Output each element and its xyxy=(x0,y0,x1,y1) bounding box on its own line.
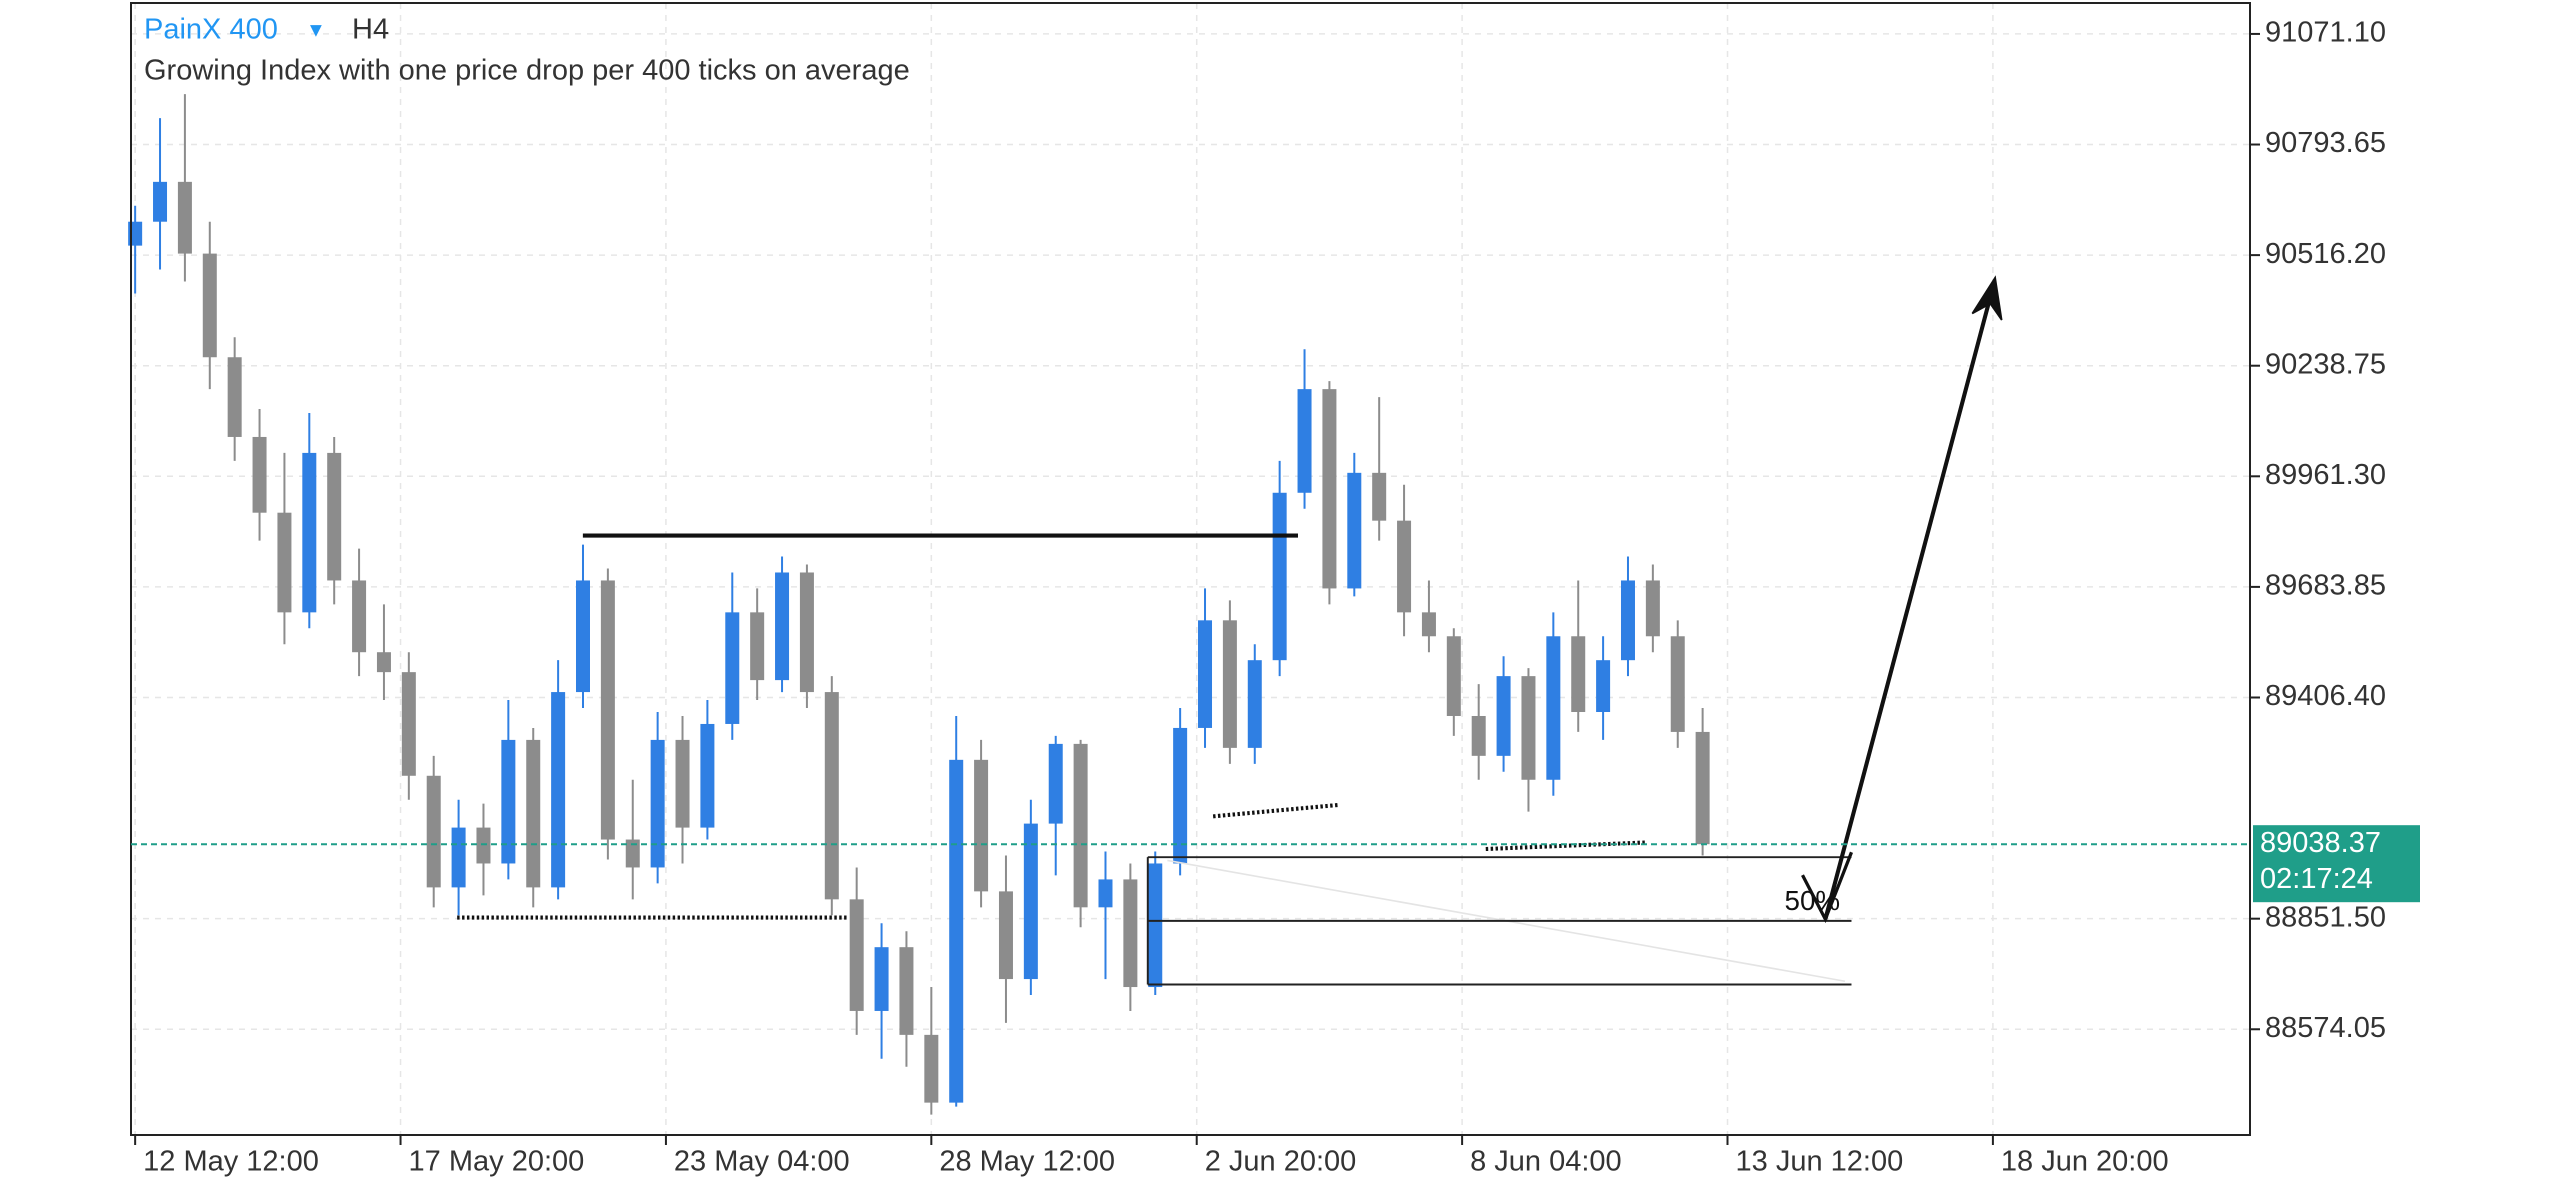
candle-body xyxy=(401,672,416,776)
candle-body xyxy=(874,947,889,1011)
candle-body xyxy=(202,253,217,358)
y-tick-label: 90238.75 xyxy=(2265,348,2386,380)
candle-body xyxy=(1073,743,1088,908)
candle-body xyxy=(1521,676,1536,780)
candle-body xyxy=(1446,636,1461,716)
candle-body xyxy=(1372,472,1387,521)
plot-border xyxy=(130,2,2251,1136)
candle-body xyxy=(849,899,864,1011)
candle-body xyxy=(650,739,665,868)
x-tick-label: 23 May 04:00 xyxy=(674,1146,850,1178)
candle-body xyxy=(700,723,715,828)
candle-body xyxy=(924,1034,939,1103)
candle-body xyxy=(899,947,914,1035)
x-tick-label: 28 May 12:00 xyxy=(939,1146,1115,1178)
candle-body xyxy=(1148,863,1163,988)
candle-body xyxy=(600,580,615,840)
x-tick-label: 18 Jun 20:00 xyxy=(2001,1146,2169,1178)
symbol-dropdown[interactable]: ▼ xyxy=(306,19,326,41)
candle-body xyxy=(1421,612,1436,637)
candle-body xyxy=(1198,620,1213,728)
arrow-head xyxy=(1971,275,2003,321)
candle-body xyxy=(1546,636,1561,780)
candle-body xyxy=(1596,660,1611,712)
candle-body xyxy=(1620,580,1635,661)
candle-body xyxy=(1272,492,1287,661)
candle-body xyxy=(974,759,989,892)
candle-body xyxy=(1247,660,1262,748)
candle-body xyxy=(451,827,466,888)
fib-label: 50% xyxy=(1785,885,1841,916)
candle-body xyxy=(1347,472,1362,589)
candle-body xyxy=(1471,715,1486,756)
candle-body xyxy=(302,452,317,613)
x-tick-label: 12 May 12:00 xyxy=(143,1146,319,1178)
candle-body xyxy=(1695,731,1710,845)
candle-body xyxy=(1397,520,1412,613)
candle-body xyxy=(501,739,516,864)
x-tick-label: 2 Jun 20:00 xyxy=(1205,1146,1357,1178)
y-tick-label: 90516.20 xyxy=(2265,238,2386,270)
subtitle: Growing Index with one price drop per 40… xyxy=(144,55,910,87)
candle-body xyxy=(1023,823,1038,980)
candle-body xyxy=(998,891,1013,980)
candle-body xyxy=(1645,580,1660,637)
candle-body xyxy=(177,181,192,254)
candle-body xyxy=(675,739,690,828)
candle-body xyxy=(476,827,491,864)
candles xyxy=(128,94,1710,1115)
drawings: 50% xyxy=(457,275,2003,986)
grid xyxy=(131,3,2250,1135)
candle-body xyxy=(949,759,964,1103)
dotted-level xyxy=(1212,802,1339,819)
y-tick-label: 88851.50 xyxy=(2265,901,2386,933)
price-tag xyxy=(2253,825,2420,903)
price-tag-countdown: 02:17:24 xyxy=(2260,863,2373,895)
candle-body xyxy=(376,652,391,673)
axes: 91071.10 90793.65 90516.20 90238.75 89961.30… xyxy=(131,17,2420,1178)
candle-body xyxy=(1048,743,1063,824)
candle-body xyxy=(575,580,590,693)
arrow-line xyxy=(1823,296,1993,920)
candle-body xyxy=(1098,879,1113,908)
price-tag-value: 89038.37 xyxy=(2260,827,2381,859)
candle-body xyxy=(799,572,814,693)
candle-body xyxy=(1173,727,1188,864)
candle-body xyxy=(1222,620,1237,748)
candle-body xyxy=(227,357,242,437)
candle-body xyxy=(526,739,541,888)
candle-body xyxy=(1571,636,1586,712)
y-tick-label: 89961.30 xyxy=(2265,459,2386,491)
candle-body xyxy=(153,181,168,222)
y-tick-label: 91071.10 xyxy=(2265,17,2386,49)
y-tick-label: 88574.05 xyxy=(2265,1012,2386,1044)
candle-body xyxy=(1670,636,1685,732)
y-tick-label: 90793.65 xyxy=(2265,127,2386,159)
candle-body xyxy=(775,572,790,681)
candle-body xyxy=(824,692,839,900)
candle-body xyxy=(551,692,566,888)
timeframe[interactable]: H4 xyxy=(352,14,389,46)
candle-body xyxy=(625,839,640,868)
symbol[interactable]: PainX 400 xyxy=(144,14,278,46)
candle-body xyxy=(252,436,267,513)
x-tick-label: 8 Jun 04:00 xyxy=(1470,1146,1622,1178)
x-tick-label: 13 Jun 12:00 xyxy=(1736,1146,1904,1178)
y-tick-label: 89406.40 xyxy=(2265,680,2386,712)
candle-body xyxy=(1496,676,1511,756)
candle-body xyxy=(1322,389,1337,589)
candle-body xyxy=(277,512,292,613)
x-tick-label: 17 May 20:00 xyxy=(409,1146,585,1178)
candle-body xyxy=(1297,389,1312,493)
candle-body xyxy=(725,612,740,724)
candle-body xyxy=(1123,879,1138,988)
candle-body xyxy=(352,580,367,653)
candle-body xyxy=(750,612,765,681)
y-tick-label: 89683.85 xyxy=(2265,570,2386,602)
candle-body xyxy=(426,775,441,888)
candle-body xyxy=(327,452,342,581)
dotted-level xyxy=(1485,840,1646,852)
